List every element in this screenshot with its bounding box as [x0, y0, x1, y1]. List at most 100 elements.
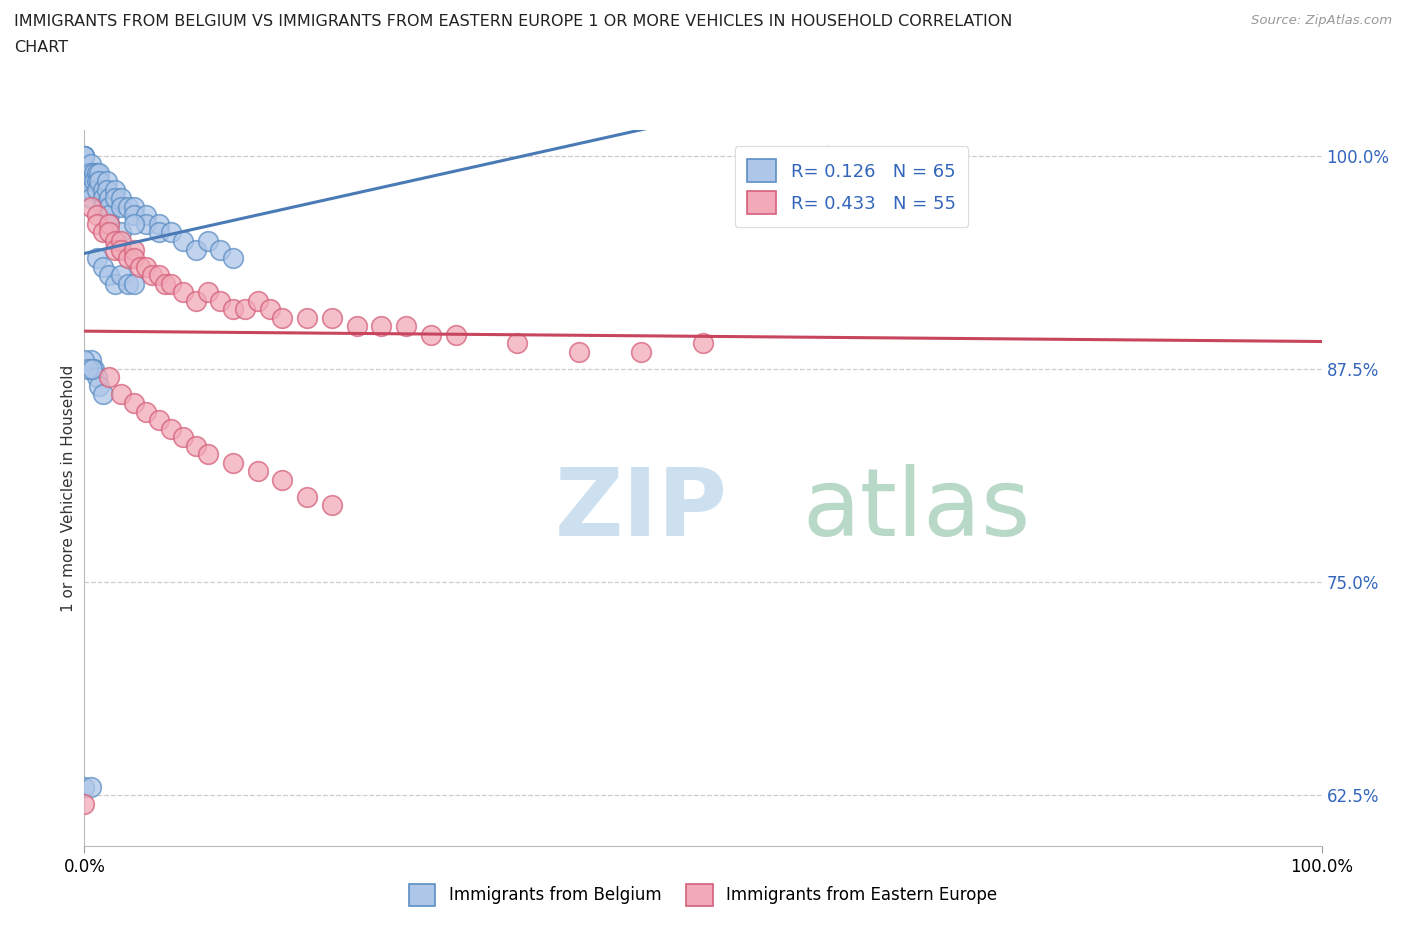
- Point: [79, 166, 101, 180]
- Point: [98, 370, 121, 385]
- Point: [98, 208, 121, 223]
- Point: [209, 293, 232, 308]
- Point: [104, 191, 127, 206]
- Point: [172, 430, 194, 445]
- Point: [148, 225, 170, 240]
- Point: [122, 217, 145, 232]
- Point: [295, 311, 318, 325]
- Point: [122, 208, 145, 223]
- Point: [79, 779, 101, 794]
- Point: [160, 421, 183, 436]
- Point: [122, 200, 145, 215]
- Point: [172, 233, 194, 248]
- Point: [129, 259, 152, 274]
- Point: [104, 276, 127, 291]
- Point: [370, 319, 392, 334]
- Point: [148, 268, 170, 283]
- Point: [73, 353, 96, 368]
- Y-axis label: 1 or more Vehicles in Household: 1 or more Vehicles in Household: [60, 365, 76, 612]
- Point: [98, 217, 121, 232]
- Point: [73, 149, 96, 164]
- Point: [86, 370, 108, 385]
- Point: [73, 166, 96, 180]
- Point: [184, 438, 207, 453]
- Point: [160, 276, 183, 291]
- Point: [98, 191, 121, 206]
- Point: [98, 200, 121, 215]
- Point: [110, 242, 132, 257]
- Point: [73, 149, 96, 164]
- Point: [110, 268, 132, 283]
- Point: [79, 200, 101, 215]
- Text: atlas: atlas: [801, 464, 1031, 556]
- Legend: R= 0.126   N = 65, R= 0.433   N = 55: R= 0.126 N = 65, R= 0.433 N = 55: [735, 146, 969, 227]
- Point: [209, 242, 232, 257]
- Point: [233, 302, 256, 317]
- Point: [692, 336, 714, 351]
- Point: [117, 200, 139, 215]
- Point: [506, 336, 529, 351]
- Point: [110, 387, 132, 402]
- Point: [89, 166, 111, 180]
- Point: [104, 242, 127, 257]
- Point: [444, 327, 467, 342]
- Point: [73, 182, 96, 197]
- Point: [110, 200, 132, 215]
- Point: [83, 166, 105, 180]
- Text: CHART: CHART: [14, 40, 67, 55]
- Point: [73, 166, 96, 180]
- Point: [630, 344, 652, 359]
- Point: [122, 395, 145, 410]
- Point: [89, 174, 111, 189]
- Point: [91, 200, 114, 215]
- Point: [86, 251, 108, 266]
- Point: [197, 285, 219, 299]
- Point: [815, 149, 838, 164]
- Point: [89, 379, 111, 393]
- Point: [271, 472, 294, 487]
- Point: [86, 166, 108, 180]
- Point: [73, 779, 96, 794]
- Text: ZIP: ZIP: [554, 464, 727, 556]
- Point: [153, 276, 176, 291]
- Point: [271, 311, 294, 325]
- Point: [246, 293, 269, 308]
- Point: [79, 174, 101, 189]
- Point: [86, 182, 108, 197]
- Point: [122, 242, 145, 257]
- Point: [73, 174, 96, 189]
- Point: [246, 464, 269, 479]
- Point: [98, 268, 121, 283]
- Point: [91, 387, 114, 402]
- Point: [419, 327, 441, 342]
- Point: [160, 225, 183, 240]
- Point: [148, 413, 170, 428]
- Point: [222, 251, 245, 266]
- Point: [122, 276, 145, 291]
- Point: [98, 225, 121, 240]
- Point: [110, 225, 132, 240]
- Point: [96, 174, 118, 189]
- Point: [73, 149, 96, 164]
- Point: [110, 233, 132, 248]
- Point: [80, 362, 103, 377]
- Point: [83, 362, 105, 377]
- Legend: Immigrants from Belgium, Immigrants from Eastern Europe: Immigrants from Belgium, Immigrants from…: [402, 878, 1004, 912]
- Point: [110, 191, 132, 206]
- Point: [96, 182, 118, 197]
- Point: [104, 182, 127, 197]
- Point: [83, 174, 105, 189]
- Point: [259, 302, 281, 317]
- Point: [98, 217, 121, 232]
- Point: [79, 191, 101, 206]
- Point: [321, 311, 343, 325]
- Point: [86, 208, 108, 223]
- Point: [73, 796, 96, 811]
- Point: [141, 268, 163, 283]
- Point: [222, 302, 245, 317]
- Text: Source: ZipAtlas.com: Source: ZipAtlas.com: [1251, 14, 1392, 27]
- Point: [197, 233, 219, 248]
- Point: [86, 217, 108, 232]
- Point: [184, 242, 207, 257]
- Point: [346, 319, 368, 334]
